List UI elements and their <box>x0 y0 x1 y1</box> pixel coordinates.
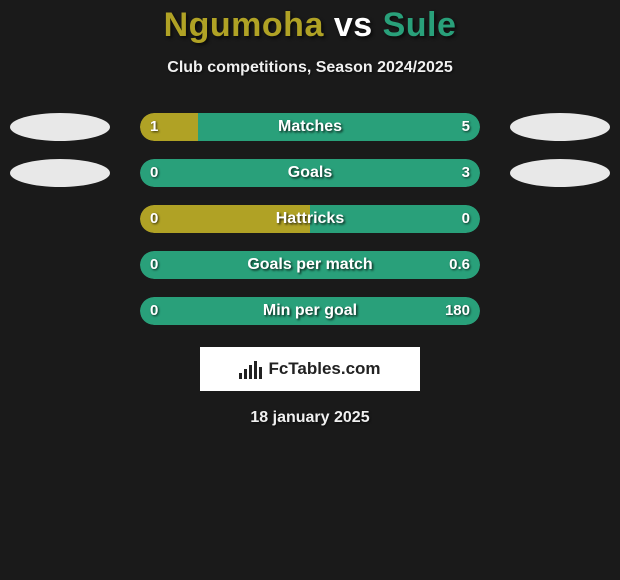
bar-right-segment <box>140 297 480 325</box>
comparison-bar <box>140 205 480 233</box>
comparison-bar <box>140 159 480 187</box>
left-value: 0 <box>150 297 158 325</box>
comparison-row: 15Matches <box>0 113 620 141</box>
bar-right-segment <box>140 159 480 187</box>
subtitle: Club competitions, Season 2024/2025 <box>0 59 620 77</box>
bar-right-segment <box>198 113 480 141</box>
right-value: 0 <box>462 205 470 233</box>
left-ellipse-icon <box>10 159 110 187</box>
comparison-row: 03Goals <box>0 159 620 187</box>
page-title: Ngumoha vs Sule <box>0 0 620 45</box>
right-value: 0.6 <box>449 251 470 279</box>
fctables-logo[interactable]: FcTables.com <box>200 347 420 391</box>
left-value: 0 <box>150 251 158 279</box>
comparison-bar <box>140 113 480 141</box>
bar-left-segment <box>140 113 198 141</box>
comparison-row: 00Hattricks <box>0 205 620 233</box>
date-text: 18 january 2025 <box>0 409 620 427</box>
right-ellipse-icon <box>510 159 610 187</box>
right-value: 5 <box>462 113 470 141</box>
bar-right-segment <box>140 251 480 279</box>
player2-name: Sule <box>383 6 457 44</box>
bar-right-segment <box>310 205 480 233</box>
right-value: 3 <box>462 159 470 187</box>
right-ellipse-icon <box>510 113 610 141</box>
left-value: 0 <box>150 159 158 187</box>
logo-text: FcTables.com <box>268 359 380 379</box>
player1-name: Ngumoha <box>164 6 324 44</box>
left-value: 1 <box>150 113 158 141</box>
comparison-row: 00.6Goals per match <box>0 251 620 279</box>
logo-chart-icon <box>239 359 262 379</box>
comparison-rows: 15Matches03Goals00Hattricks00.6Goals per… <box>0 113 620 325</box>
comparison-bar <box>140 297 480 325</box>
bar-left-segment <box>140 205 310 233</box>
comparison-row: 0180Min per goal <box>0 297 620 325</box>
right-value: 180 <box>445 297 470 325</box>
vs-text: vs <box>334 6 373 44</box>
comparison-bar <box>140 251 480 279</box>
left-ellipse-icon <box>10 113 110 141</box>
left-value: 0 <box>150 205 158 233</box>
